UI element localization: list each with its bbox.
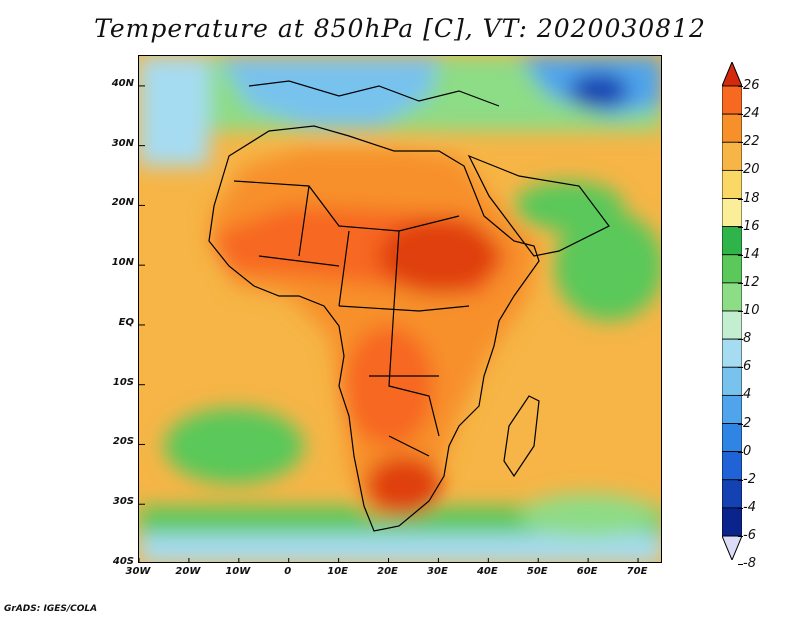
colorbar-label: 22 xyxy=(743,134,760,150)
sudan-hotspot xyxy=(379,218,499,294)
colorbar-box xyxy=(722,169,742,199)
colorbar-tick xyxy=(738,226,743,228)
colorbar-tick xyxy=(738,86,743,87)
colorbar-top-arrow xyxy=(722,62,742,87)
lon-tick-label: 20W xyxy=(175,566,201,577)
lat-tick-label: 30S xyxy=(112,496,134,508)
colorbar-label: 26 xyxy=(743,78,760,93)
lat-tick-label: 40N xyxy=(111,77,134,89)
colorbar-tick xyxy=(738,564,743,566)
south-africa-hotspot xyxy=(366,456,442,516)
colorbar-tick xyxy=(738,114,743,116)
colorbar-label: 8 xyxy=(743,331,752,347)
caspian-very-cold xyxy=(569,73,629,109)
madagascar-coastline xyxy=(503,395,540,478)
colorbar-tick xyxy=(738,451,743,453)
arabia-coastline xyxy=(467,154,610,257)
colorbar-box xyxy=(722,423,742,453)
colorbar-label: -8 xyxy=(743,556,756,572)
europe-cold-region xyxy=(219,56,439,126)
graticule xyxy=(139,85,639,562)
southern-ocean-cold xyxy=(139,534,661,562)
colorbar-tick xyxy=(738,339,743,341)
colorbar-label: 6 xyxy=(743,359,752,375)
indian-ocean-south-cool xyxy=(519,494,659,538)
africa-coastline xyxy=(208,125,540,532)
coastlines xyxy=(208,80,610,532)
colorbar-label: 20 xyxy=(743,162,760,178)
colorbar-tick xyxy=(738,423,743,425)
colorbar-tick xyxy=(738,142,743,144)
lat-tick-label: 10N xyxy=(111,257,134,269)
colorbar-box xyxy=(722,85,742,115)
lat-tick-label: 40S xyxy=(112,556,134,567)
grads-credit: GrADS: IGES/COLA xyxy=(4,604,98,614)
colorbar-box xyxy=(722,507,742,537)
lon-tick-label: 30W xyxy=(125,566,151,577)
colorbar-box xyxy=(722,366,742,396)
colorbar-box xyxy=(722,226,742,256)
colorbar-label: 2 xyxy=(743,415,752,431)
colorbar-box xyxy=(722,451,742,481)
lon-tick-label: 50E xyxy=(526,566,548,577)
colorbar-tick xyxy=(738,282,743,284)
colorbar-tick xyxy=(738,507,743,509)
lon-tick-label: 10E xyxy=(327,566,348,577)
colorbar-tick xyxy=(738,536,743,537)
lon-tick-label: 0 xyxy=(284,566,292,577)
lat-tick-label: 20N xyxy=(111,197,134,209)
colorbar-label: 16 xyxy=(743,218,760,234)
atlantic-north-cool xyxy=(139,56,209,166)
colorbar-tick xyxy=(738,367,743,369)
colorbar-box xyxy=(722,479,742,509)
colorbar-label: 14 xyxy=(743,246,760,262)
colorbar-label: 10 xyxy=(743,303,760,318)
lon-tick-label: 20E xyxy=(377,566,398,577)
colorbar-box xyxy=(722,338,742,368)
colorbar-label: 18 xyxy=(743,190,760,206)
colorbar-label: 24 xyxy=(743,106,760,122)
colorbar-label: 12 xyxy=(743,274,760,290)
lat-tick-label: 20S xyxy=(112,436,134,448)
temperature-map xyxy=(139,56,661,562)
colorbar-bottom-arrow xyxy=(722,535,742,560)
colorbar-box xyxy=(722,310,742,340)
colorbar-tick xyxy=(738,395,743,397)
colorbar-label: 0 xyxy=(743,443,752,459)
europe-coastline xyxy=(248,80,500,107)
lon-tick-label: 10W xyxy=(225,566,251,577)
indian-ocean-green xyxy=(554,211,661,321)
lat-tick-label: EQ xyxy=(118,316,134,328)
colorbar-box xyxy=(722,113,742,143)
colorbar-box xyxy=(722,254,742,284)
colorbar-label: -4 xyxy=(743,499,756,515)
south-atlantic-green xyxy=(164,408,304,484)
colorbar xyxy=(722,62,742,560)
saudi-green xyxy=(514,181,624,231)
lon-tick-label: 60E xyxy=(576,566,598,577)
colorbar-tick xyxy=(738,254,743,256)
lon-tick-label: 70E xyxy=(626,566,648,577)
colorbar-box xyxy=(722,282,742,312)
lon-tick-label: 40E xyxy=(476,566,498,577)
colorbar-tick xyxy=(738,198,743,200)
colorbar-tick xyxy=(738,311,743,312)
lat-tick-label: 30N xyxy=(111,137,134,149)
chart-title: Temperature at 850hPa [C], VT: 202003081… xyxy=(94,14,706,43)
colorbar-tick xyxy=(738,170,743,172)
colorbar-label: -2 xyxy=(743,471,756,487)
lat-tick-label: 10S xyxy=(112,376,134,388)
colorbar-label: -6 xyxy=(743,528,756,543)
colorbar-box xyxy=(722,198,742,228)
map-frame xyxy=(138,55,662,563)
colorbar-box xyxy=(722,141,742,171)
central-borders xyxy=(338,305,470,457)
colorbar-tick xyxy=(738,479,743,481)
colorbar-label: 4 xyxy=(743,387,752,403)
lon-tick-label: 30E xyxy=(427,566,448,577)
sahara-borders xyxy=(233,180,460,307)
colorbar-box xyxy=(722,394,742,424)
